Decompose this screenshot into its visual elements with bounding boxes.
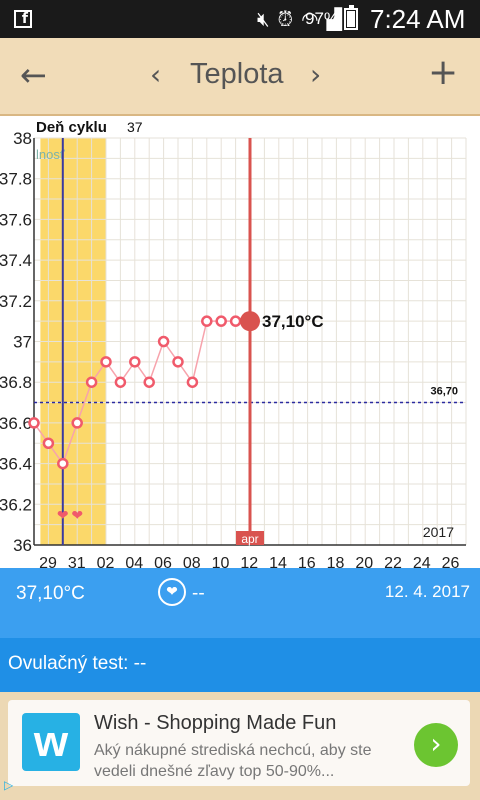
x-tick-label: 29: [39, 555, 57, 568]
battery-icon: [344, 5, 358, 30]
ad-open-button[interactable]: ›: [414, 723, 458, 767]
ovulation-test-row[interactable]: Ovulačný test: --: [0, 638, 480, 692]
x-tick-label: 08: [183, 555, 201, 568]
selected-date: 12. 4. 2017: [384, 582, 470, 601]
y-tick-label: 37.6: [0, 210, 32, 229]
month-tag: [236, 531, 264, 545]
facebook-notification-icon: f: [14, 10, 32, 28]
y-tick-label: 37: [13, 333, 32, 352]
x-tick-label: 06: [154, 555, 172, 568]
x-tick-label: 18: [327, 555, 345, 568]
cycle-day-label: Deň cyklu: [36, 119, 107, 136]
ad-title[interactable]: Wish - Shopping Made Fun: [94, 712, 337, 734]
selected-temperature: 37,10°C: [16, 583, 85, 604]
y-tick-label: 36.8: [0, 373, 32, 392]
ad-card[interactable]: w Wish - Shopping Made Fun Aký nákupné s…: [8, 700, 470, 786]
coverline-label: 36,70: [430, 386, 458, 398]
y-tick-label: 36.4: [0, 455, 32, 474]
temperature-point: [215, 315, 227, 327]
alarm-icon: ⏰︎: [277, 7, 294, 31]
clock: 7:24 AM: [370, 4, 466, 34]
year-label: 2017: [423, 524, 454, 540]
selected-point: [240, 311, 260, 332]
temperature-point: [71, 417, 83, 429]
temperature-point: [172, 356, 184, 368]
y-tick-label: 36.6: [0, 414, 32, 433]
next-chevron-icon[interactable]: ›: [310, 58, 322, 91]
temperature-point: [143, 376, 155, 388]
heart-marker-icon: ❤: [57, 508, 69, 524]
add-icon[interactable]: +: [428, 52, 459, 93]
back-arrow-icon[interactable]: ←: [20, 56, 47, 94]
y-tick-label: 36.2: [0, 495, 32, 514]
temperature-point: [201, 315, 213, 327]
temperature-point: [129, 356, 141, 368]
temperature-point: [57, 457, 69, 470]
x-tick-label: 22: [384, 555, 402, 568]
wifi-icon: ◠: [301, 7, 319, 31]
x-tick-label: 14: [269, 555, 287, 568]
x-tick-label: 26: [442, 555, 460, 568]
heart-icon[interactable]: ❤: [158, 578, 186, 606]
x-tick-label: 31: [68, 555, 86, 568]
ovulation-test-label: Ovulačný test: --: [8, 653, 147, 674]
app-toolbar: ← ‹ Teplota › +: [0, 38, 480, 116]
temperature-point: [100, 356, 112, 368]
x-tick-label: 24: [413, 555, 431, 568]
status-bar: f 🔇︎ ⏰︎ ◠ ▟ 97% 7:24 AM: [0, 0, 480, 38]
temperature-point: [28, 417, 40, 429]
temperature-chart[interactable]: 38 37.8 37.6 37.4 37.2 37 36.8 36.6 36.4 36.2 36 29…: [0, 116, 480, 568]
temperature-point: [229, 315, 242, 327]
fertile-band-label: lnosť: [36, 147, 65, 162]
x-tick-label: 16: [298, 555, 316, 568]
temperature-point: [114, 376, 127, 388]
temperature-point: [157, 335, 170, 348]
selected-point-label: 37,10°C: [262, 312, 324, 331]
previous-chevron-icon[interactable]: ‹: [150, 58, 162, 91]
page-title: Teplota: [190, 58, 284, 90]
status-icons: 🔇︎ ⏰︎ ◠ ▟: [257, 7, 342, 31]
ad-banner: w Wish - Shopping Made Fun Aký nákupné s…: [0, 692, 480, 800]
y-tick-label: 37.8: [0, 170, 32, 189]
x-tick-label: 04: [125, 555, 143, 568]
temperature-point: [85, 376, 98, 388]
y-tick-label: 37.2: [0, 292, 32, 311]
temperature-point: [186, 376, 199, 388]
ad-description[interactable]: Aký nákupné strediská nechcú, aby ste ve…: [94, 742, 372, 780]
signal-icon: ▟: [326, 7, 342, 31]
cycle-day-value: 37: [127, 119, 143, 135]
temperature-line: [33, 320, 250, 466]
wish-logo-icon[interactable]: w: [22, 713, 80, 771]
x-tick-label: 10: [212, 555, 230, 568]
battery-percent: 97%: [305, 9, 340, 28]
x-tick-label: 20: [355, 555, 373, 568]
x-tick-label: 12: [240, 555, 258, 568]
month-label: apr: [241, 532, 258, 546]
y-tick-label: 38: [13, 129, 32, 148]
adchoices-icon[interactable]: ▷: [4, 778, 14, 792]
y-tick-label: 37.4: [0, 251, 32, 270]
sex-value: --: [192, 583, 205, 604]
x-tick-label: 02: [97, 555, 115, 568]
y-tick-label: 36: [13, 536, 32, 555]
temperature-point: [42, 437, 55, 449]
mute-icon: 🔇︎: [256, 7, 270, 31]
heart-marker-icon: ❤: [71, 508, 83, 524]
selected-day-info: 37,10°C ❤ -- 12. 4. 2017: [0, 568, 480, 638]
